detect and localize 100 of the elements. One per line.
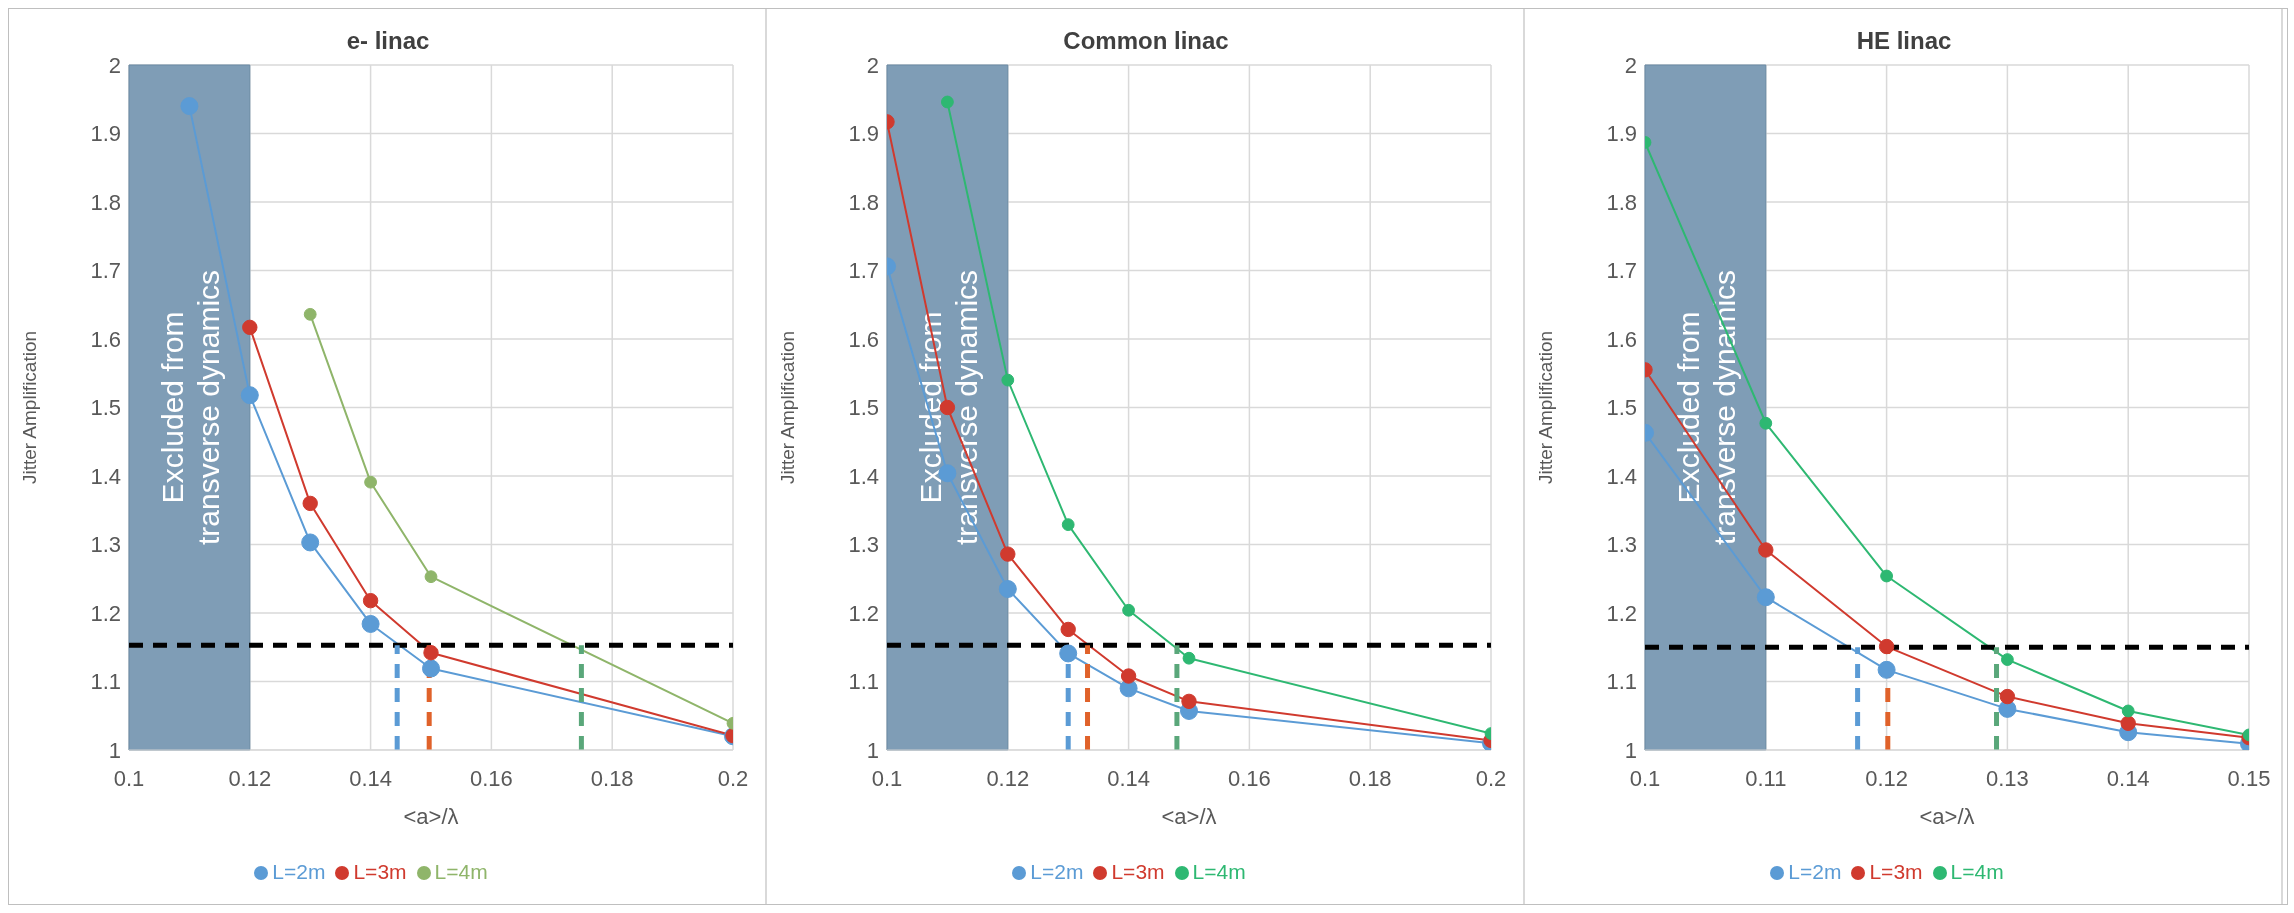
y-axis-title: Jitter Amplification: [1534, 330, 1556, 485]
band-label: Excluded from transverse dynamics: [1672, 269, 1742, 546]
x-tick-label: 0.1: [1629, 765, 1661, 791]
y-tick-label: 1.4: [848, 463, 879, 489]
point: [1000, 546, 1016, 562]
y-tick-label: 1.1: [90, 669, 121, 695]
chart-title: e- linac: [346, 27, 430, 54]
x-tick-label: 0.13: [1985, 765, 2029, 791]
y-axis-title: Jitter Amplification: [18, 330, 40, 485]
y-tick-label: 1.3: [1606, 532, 1637, 558]
legend-label: L=3m: [353, 860, 407, 883]
y-axis-title: Jitter Amplification: [776, 330, 798, 485]
x-tick-label: 0.2: [1475, 765, 1507, 791]
point: [422, 659, 440, 678]
y-tick-label: 1.9: [848, 121, 879, 147]
point: [1877, 660, 1896, 679]
y-tick-label: 1.6: [90, 326, 121, 352]
x-tick-label: 0.15: [2227, 765, 2271, 791]
point: [1061, 518, 1075, 532]
point: [1758, 542, 1774, 558]
x-tick-label: 0.18: [1348, 765, 1392, 791]
legend-label: L=2m: [1788, 860, 1842, 883]
y-tick-label: 1: [1624, 737, 1637, 763]
point: [998, 580, 1017, 599]
point: [1880, 569, 1893, 583]
legend-label: L=2m: [1030, 860, 1084, 883]
y-tick-label: 1.4: [90, 463, 121, 489]
point: [240, 386, 259, 405]
y-tick-label: 2: [866, 52, 879, 78]
point: [423, 645, 439, 661]
x-tick-label: 0.16: [469, 765, 513, 791]
x-tick-label: 0.11: [1745, 765, 1787, 791]
legend-label: L=4m: [434, 860, 488, 883]
point: [2120, 715, 2136, 731]
x-tick-label: 0.14: [1107, 765, 1151, 791]
point: [2001, 653, 2014, 666]
y-tick-label: 1.5: [848, 395, 879, 421]
y-tick-label: 1.8: [90, 189, 121, 215]
y-tick-label: 1.8: [848, 189, 879, 215]
x-tick-label: 0.14: [2106, 765, 2150, 791]
legend-label: L=3m: [1869, 860, 1923, 883]
point: [1120, 668, 1137, 684]
y-tick-label: 1.2: [90, 600, 121, 626]
point: [1001, 373, 1015, 387]
legend-label: L=2m: [272, 860, 326, 883]
chart-title: Common linac: [1063, 27, 1229, 54]
x-axis-title: <a>/λ: [403, 803, 459, 829]
y-tick-label: 1.3: [90, 532, 121, 558]
point: [301, 533, 320, 552]
chart-title: HE linac: [1856, 27, 1952, 54]
x-tick-label: 0.12: [1865, 765, 1909, 791]
y-tick-label: 1.2: [848, 600, 879, 626]
point: [361, 614, 380, 633]
point: [1759, 416, 1773, 430]
x-tick-label: 0.12: [228, 765, 272, 791]
y-tick-label: 1.7: [848, 258, 879, 284]
legend-label: L=4m: [1192, 860, 1246, 883]
point: [1878, 638, 1895, 655]
y-tick-label: 1.1: [848, 669, 879, 695]
y-tick-label: 1.6: [1606, 326, 1637, 352]
point: [180, 97, 199, 116]
point: [364, 475, 377, 489]
point: [1059, 644, 1078, 663]
point: [424, 570, 438, 584]
y-tick-label: 1.9: [1606, 121, 1637, 147]
x-axis-title: <a>/λ: [1161, 803, 1217, 829]
y-tick-label: 1.7: [1606, 258, 1637, 284]
y-tick-label: 1.8: [1606, 189, 1637, 215]
point: [362, 592, 379, 609]
legend-label: L=4m: [1950, 860, 2004, 883]
x-tick-label: 0.2: [717, 765, 749, 791]
y-tick-label: 1: [866, 737, 879, 763]
x-tick-label: 0.12: [986, 765, 1030, 791]
point: [303, 307, 317, 321]
point: [1999, 688, 2016, 705]
x-tick-label: 0.1: [113, 765, 145, 791]
y-tick-label: 1.5: [90, 395, 121, 421]
y-tick-label: 1: [108, 737, 121, 763]
y-tick-label: 1.2: [1606, 600, 1637, 626]
y-tick-label: 1.6: [848, 326, 879, 352]
x-tick-label: 0.18: [590, 765, 634, 791]
legend-label: L=3m: [1111, 860, 1165, 883]
point: [1182, 651, 1196, 665]
x-axis-title: <a>/λ: [1919, 803, 1975, 829]
point: [302, 495, 318, 512]
y-tick-label: 1.4: [1606, 463, 1637, 489]
band-label: Excluded from transverse dynamics: [156, 269, 226, 546]
point: [1181, 693, 1197, 710]
y-tick-label: 1.1: [1606, 669, 1637, 695]
y-tick-label: 1.9: [90, 121, 121, 147]
y-tick-label: 1.7: [90, 258, 121, 284]
point: [242, 319, 258, 336]
x-tick-label: 0.16: [1227, 765, 1271, 791]
point: [941, 95, 954, 109]
point: [1060, 621, 1076, 638]
point: [2121, 704, 2135, 718]
y-tick-label: 1.3: [848, 532, 879, 558]
y-tick-label: 2: [1624, 52, 1637, 78]
point: [1122, 603, 1135, 617]
x-tick-label: 0.14: [349, 765, 393, 791]
